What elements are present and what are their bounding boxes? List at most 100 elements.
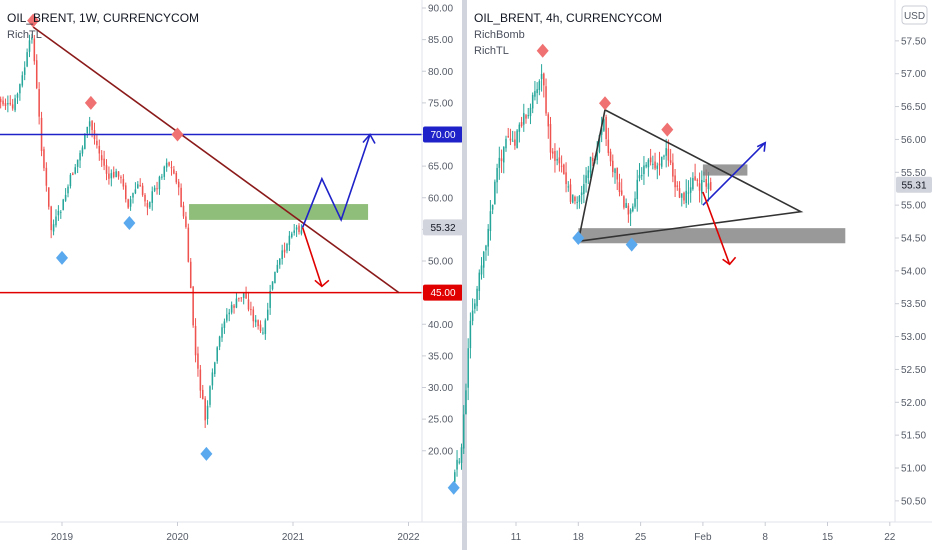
weekly-time-axis[interactable]: 2019 2020 2021 2022 [51, 522, 420, 543]
weekly-candle-body [81, 147, 84, 154]
4h-indicator-richtl[interactable]: RichTL [474, 45, 509, 57]
4h-candle-body [627, 205, 630, 215]
4h-price-tags: 55.31 [896, 176, 932, 193]
weekly-candle-body [7, 103, 9, 105]
4h-price-tick-label: 57.50 [901, 36, 926, 47]
weekly-candle-body [204, 398, 206, 421]
weekly-candle-body [137, 184, 139, 189]
panel-divider[interactable] [462, 0, 467, 550]
weekly-candle-body [26, 52, 28, 67]
weekly-candle-body [144, 194, 146, 202]
weekly-candle-body [98, 145, 101, 154]
4h-time-tick-label: 11 [511, 532, 522, 543]
4h-candle-body [545, 86, 547, 114]
weekly-candle-body [161, 176, 163, 178]
weekly-markers [27, 13, 213, 461]
4h-candle-body [474, 303, 476, 309]
4h-chart-title: OIL_BRENT, 4h, CURRENCYCOM [474, 11, 662, 25]
weekly-indicator-richtl[interactable]: RichTL [7, 29, 42, 41]
4h-candle-body [696, 179, 699, 181]
weekly-price-tick-label: 40.00 [428, 320, 453, 331]
4h-candle-body [663, 155, 665, 157]
4h-candle-body [694, 176, 696, 180]
4h-symmetrical-triangle[interactable] [577, 108, 804, 243]
weekly-candle-body [254, 319, 257, 323]
4h-time-tick-label: 22 [884, 532, 896, 543]
4h-time-tick-label: 25 [635, 532, 647, 543]
4h-drawings[interactable] [577, 108, 846, 266]
4h-candle-body [665, 148, 667, 156]
weekly-drawings[interactable] [0, 26, 422, 294]
4h-candle-body [605, 116, 607, 139]
4h-bearish-arrowhead [722, 256, 737, 266]
weekly-candle-body [11, 104, 14, 109]
weekly-bottom-marker [123, 216, 136, 231]
weekly-time-tick-label: 2020 [166, 532, 189, 543]
4h-candle-body [563, 164, 565, 175]
4h-candle-body [511, 140, 514, 142]
weekly-candle-body [266, 309, 269, 320]
weekly-resistance-price-tag-label: 70.00 [430, 130, 455, 141]
4h-candle-body [687, 192, 690, 194]
weekly-candle-body [52, 224, 55, 232]
4h-bottom-marker [572, 231, 585, 245]
4h-upper-resistance-zone[interactable] [702, 164, 748, 176]
weekly-candle-body [96, 140, 98, 146]
4h-candle-body [678, 188, 681, 198]
4h-time-axis[interactable]: 11 18 25 Feb 8 15 22 [511, 522, 896, 543]
weekly-candle-body [240, 297, 243, 299]
weekly-candle-body [194, 325, 197, 356]
weekly-candle-body [298, 225, 300, 233]
4h-candle-body [638, 175, 641, 179]
weekly-supply-zone[interactable] [189, 204, 369, 220]
4h-price-axis[interactable]: 50.50 51.00 51.50 52.00 52.50 53.00 53.50 54.00… [895, 36, 926, 507]
4h-indicator-richbomb[interactable]: RichBomb [474, 29, 525, 41]
4h-chart-panel[interactable]: 50.50 51.00 51.50 52.00 52.50 53.00 53.50 54.00… [447, 0, 932, 543]
4h-candle-body [620, 190, 623, 195]
weekly-candle-body [62, 199, 64, 211]
4h-candle-body [476, 288, 478, 307]
weekly-time-tick-label: 2022 [397, 532, 420, 543]
weekly-bearish-arrowhead [314, 279, 330, 288]
4h-candles [454, 64, 712, 487]
4h-candle-body [569, 184, 572, 202]
weekly-candle-body [199, 369, 202, 391]
4h-price-tick-label: 54.00 [901, 266, 926, 277]
weekly-price-tags: 70.00 45.00 55.32 [423, 126, 463, 301]
4h-candle-body [701, 179, 703, 194]
4h-candle-body [680, 193, 683, 198]
weekly-support-price-tag-label: 45.00 [430, 288, 455, 299]
weekly-price-tick-label: 60.00 [428, 193, 453, 204]
weekly-candle-body [132, 193, 134, 198]
weekly-trend-line[interactable] [32, 26, 400, 294]
usd-currency-button[interactable] [901, 5, 928, 25]
weekly-price-tick-label: 50.00 [428, 257, 453, 268]
4h-candle-body [529, 107, 532, 117]
4h-candle-body [683, 192, 685, 201]
weekly-candle-body [165, 162, 168, 168]
4h-bullish-path[interactable] [702, 142, 766, 206]
4h-time-tick-label: 8 [762, 532, 768, 543]
weekly-candles [0, 33, 303, 428]
weekly-candle-body [281, 250, 283, 260]
4h-bearish-path[interactable] [702, 191, 731, 265]
4h-candle-body [656, 165, 659, 169]
4h-candle-body [660, 156, 663, 167]
weekly-bearish-path[interactable] [301, 227, 323, 287]
weekly-candle-body [173, 169, 175, 174]
weekly-chart-panel[interactable]: 20.0025.0030.0035.0040.0045.0050.0055.00… [0, 0, 466, 543]
weekly-bullish-path[interactable] [301, 134, 371, 228]
4h-candle-body [534, 91, 536, 97]
4h-candle-body [487, 228, 489, 247]
weekly-candle-body [221, 327, 223, 338]
weekly-candle-body [209, 386, 211, 405]
weekly-candle-body [55, 216, 57, 226]
4h-candle-body [596, 152, 598, 161]
4h-top-marker [536, 43, 549, 58]
4h-candle-body [502, 147, 505, 163]
weekly-candle-body [43, 149, 45, 169]
weekly-candle-body [16, 93, 19, 98]
weekly-candle-body [278, 258, 281, 265]
weekly-price-tick-label: 35.00 [428, 351, 453, 362]
weekly-candle-body [28, 40, 31, 52]
